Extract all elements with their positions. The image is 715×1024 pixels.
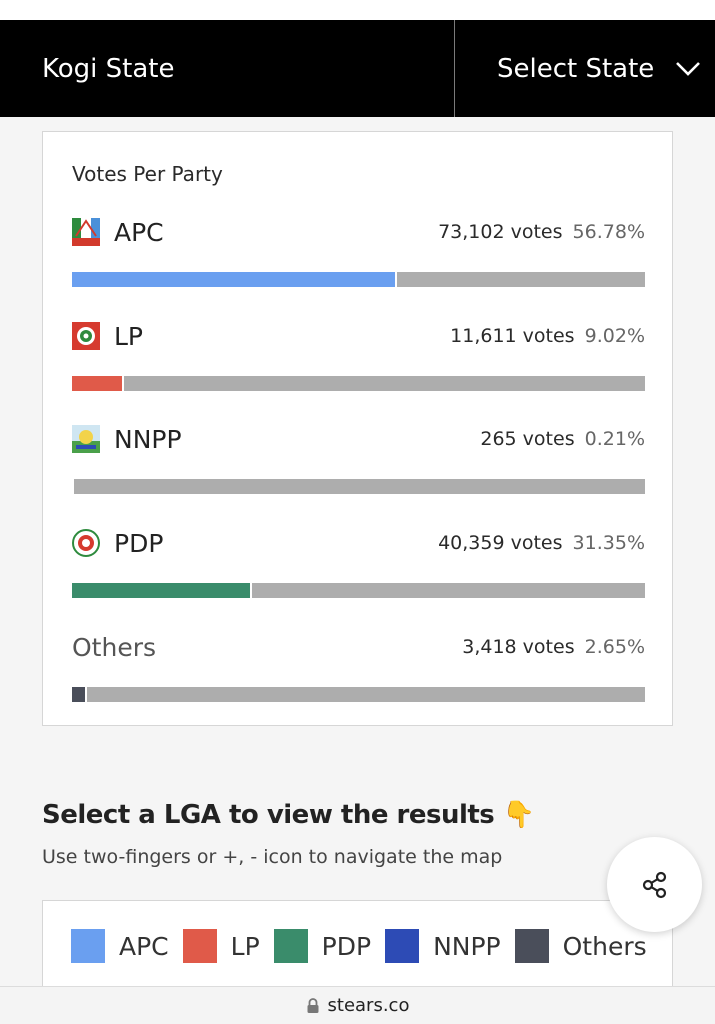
legend-item-apc: APC <box>71 929 169 963</box>
legend-item-pdp: PDP <box>273 929 372 963</box>
party-votes: 40,359 votes <box>438 532 563 554</box>
lp-logo-icon <box>72 322 100 350</box>
party-stats: 265 votes 0.21% <box>480 428 645 450</box>
select-state-label: Select State <box>497 53 655 84</box>
party-votes: 73,102 votes <box>438 221 563 243</box>
legend-swatch <box>514 929 549 963</box>
party-stats: 11,611 votes 9.02% <box>450 325 645 347</box>
party-percent: 9.02% <box>584 325 645 347</box>
party-name: Others <box>72 632 157 662</box>
chevron-down-icon <box>676 61 701 76</box>
vote-share-bar <box>72 479 645 494</box>
legend-item-others: Others <box>514 929 647 963</box>
party-votes: 265 votes <box>480 428 575 450</box>
legend-label: LP <box>230 931 260 961</box>
legend-item-lp: LP <box>182 929 260 963</box>
vote-share-fill <box>72 583 252 598</box>
legend-label: PDP <box>321 931 372 961</box>
party-stats: 40,359 votes 31.35% <box>438 532 645 554</box>
party-name: APC <box>114 217 164 247</box>
party-name: NNPP <box>114 424 182 454</box>
legend-item-nnpp: NNPP <box>385 929 501 963</box>
current-state-title: Kogi State <box>0 20 455 117</box>
map-navigation-hint: Use two-fingers or +, - icon to navigate… <box>42 846 503 868</box>
lock-icon <box>307 997 319 1013</box>
votes-per-party-card: Votes Per Party APC 73,102 votes 56.78% <box>42 131 673 726</box>
legend-swatch <box>273 929 308 963</box>
party-percent: 2.65% <box>584 636 645 658</box>
legend-swatch <box>385 929 420 963</box>
party-stats: 73,102 votes 56.78% <box>438 221 645 243</box>
vote-share-fill <box>72 687 87 702</box>
party-row-apc: APC 73,102 votes 56.78% <box>72 214 645 294</box>
nnpp-logo-icon <box>72 425 100 453</box>
party-percent: 56.78% <box>572 221 645 243</box>
party-row-nnpp: NNPP 265 votes 0.21% <box>72 421 645 501</box>
status-strip <box>0 0 715 20</box>
legend-label: NNPP <box>433 931 501 961</box>
party-votes: 3,418 votes <box>462 636 575 658</box>
legend-swatch <box>182 929 217 963</box>
party-stats: 3,418 votes 2.65% <box>462 636 645 658</box>
browser-url-bar[interactable]: stears.co <box>0 986 715 1024</box>
vote-share-bar <box>72 272 645 287</box>
party-name: PDP <box>114 528 164 558</box>
apc-logo-icon <box>72 218 100 246</box>
legend-label: APC <box>119 931 169 961</box>
vote-share-bar <box>72 687 645 702</box>
party-row-pdp: PDP 40,359 votes 31.35% <box>72 525 645 605</box>
party-name: LP <box>114 321 144 351</box>
party-row-lp: LP 11,611 votes 9.02% <box>72 318 645 398</box>
state-header: Kogi State Select State <box>0 20 715 117</box>
party-percent: 31.35% <box>572 532 645 554</box>
map-legend-card: APC LP PDP NNPP Others <box>42 900 673 1000</box>
card-title: Votes Per Party <box>72 162 223 186</box>
party-votes: 11,611 votes <box>450 325 575 347</box>
map-legend: APC LP PDP NNPP Others <box>71 929 661 963</box>
browser-url: stears.co <box>327 995 410 1016</box>
party-row-others: Others 3,418 votes 2.65% <box>72 629 645 709</box>
legend-swatch <box>71 929 105 963</box>
share-button[interactable] <box>607 837 702 932</box>
vote-share-fill <box>72 272 397 287</box>
share-icon <box>642 871 666 898</box>
vote-share-fill <box>72 479 74 494</box>
legend-label: Others <box>562 931 647 961</box>
party-percent: 0.21% <box>584 428 645 450</box>
vote-share-fill <box>72 376 124 391</box>
lga-title-text: Select a LGA to view the results <box>42 800 495 830</box>
vote-share-bar <box>72 376 645 391</box>
pointing-down-emoji-icon: 👇 <box>502 800 535 830</box>
vote-share-bar <box>72 583 645 598</box>
lga-section-title: Select a LGA to view the results 👇 <box>42 800 535 830</box>
pdp-logo-icon <box>72 529 100 557</box>
select-state-dropdown[interactable]: Select State <box>455 20 715 117</box>
